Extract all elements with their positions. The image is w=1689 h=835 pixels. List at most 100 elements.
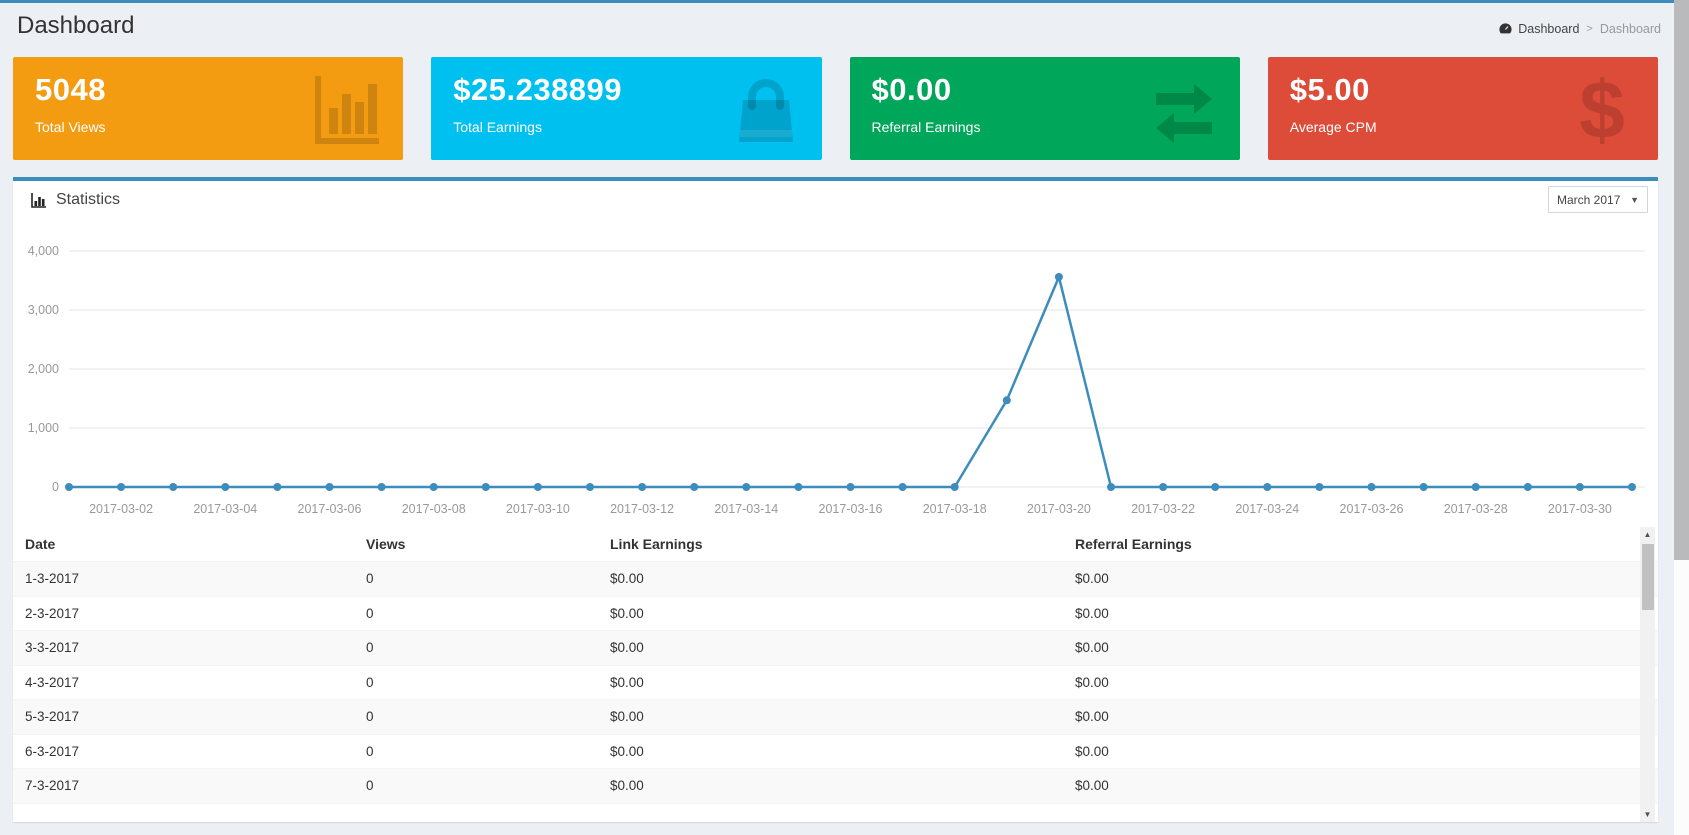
data-point: [1054, 272, 1063, 281]
page-title: Dashboard: [17, 12, 135, 39]
table-cell: $0.00: [610, 640, 644, 656]
page-scrollbar-thumb[interactable]: [1674, 0, 1689, 560]
views-line-chart: 0 1,000 2,000 3,000 4,000 2017-03-02 2017-03-0…: [13, 221, 1658, 524]
statistics-panel-header: Statistics March 2017 ▼: [13, 181, 1658, 219]
y-axis-tick-label: 3,000: [28, 303, 59, 317]
stat-card-total-views: 5048 Total Views: [13, 57, 404, 160]
scroll-down-icon[interactable]: ▼: [1643, 810, 1652, 819]
stat-label: Total Earnings: [453, 119, 542, 135]
data-point: [273, 483, 282, 491]
table-cell: $0.00: [610, 743, 644, 759]
table-cell: 0: [366, 640, 374, 656]
table-cell: $0.00: [610, 605, 644, 621]
data-point: [429, 483, 438, 491]
table-row: 6-3-2017 0 $0.00 $0.00: [13, 735, 1658, 769]
dashboard-gauge-icon: [1498, 21, 1513, 36]
line-chart-svg: 0 1,000 2,000 3,000 4,000 2017-03-02 2017-03-0…: [28, 244, 1645, 516]
table-cell: $0.00: [1075, 640, 1109, 656]
table-cell: $0.00: [1075, 674, 1109, 690]
x-axis-tick-label: 2017-03-04: [193, 502, 257, 516]
table-scrollbar[interactable]: ▲ ▼: [1640, 527, 1655, 822]
table-cell: 6-3-2017: [25, 743, 80, 759]
table-header-row: Date Views Link Earnings Referral Earnings: [13, 526, 1658, 562]
y-axis-tick-label: 2,000: [28, 362, 59, 376]
x-axis-tick-label: 2017-03-12: [610, 502, 674, 516]
data-point: [221, 483, 230, 491]
table-cell: $0.00: [610, 778, 644, 794]
stat-value: $25.238899: [453, 72, 623, 107]
x-axis-tick-label: 2017-03-28: [1444, 502, 1508, 516]
stat-value: $0.00: [871, 72, 952, 107]
breadcrumb-separator: >: [1586, 22, 1593, 35]
x-axis-tick-label: 2017-03-06: [298, 502, 362, 516]
y-axis-tick-label: 0: [52, 480, 59, 494]
stat-label: Total Views: [35, 119, 106, 135]
breadcrumb-home-link[interactable]: Dashboard: [1498, 21, 1579, 36]
x-axis-tick-label: 2017-03-20: [1027, 502, 1091, 516]
data-point: [1575, 483, 1584, 491]
data-point: [638, 483, 647, 491]
data-point: [169, 483, 178, 491]
table-cell: $0.00: [1075, 778, 1109, 794]
table-row: 5-3-2017 0 $0.00 $0.00: [13, 700, 1658, 735]
data-point: [1211, 483, 1220, 491]
table-cell: 0: [366, 709, 374, 725]
data-point: [846, 483, 855, 491]
table-row: 1-3-2017 0 $0.00 $0.00: [13, 562, 1658, 597]
statistics-panel: Statistics March 2017 ▼ 0 1,000 2,000 3,000…: [13, 177, 1658, 822]
column-header: Date: [25, 535, 56, 552]
data-point: [586, 483, 594, 491]
table-cell: 0: [366, 674, 374, 690]
table-cell: $0.00: [1075, 605, 1109, 621]
data-point: [117, 483, 126, 491]
month-select[interactable]: March 2017 ▼: [1548, 186, 1648, 213]
data-point: [1419, 483, 1428, 491]
data-point: [1367, 483, 1376, 491]
breadcrumb-current: Dashboard: [1599, 21, 1661, 36]
statistics-title-label: Statistics: [56, 191, 121, 208]
data-point: [950, 483, 959, 491]
breadcrumb: Dashboard > Dashboard: [1498, 21, 1661, 36]
stat-card-total-earnings: $25.238899 Total Earnings: [431, 57, 822, 160]
stat-value: 5048: [35, 72, 106, 107]
table-cell: 7-3-2017: [25, 778, 80, 794]
x-axis-tick-label: 2017-03-08: [402, 502, 466, 516]
scroll-up-icon[interactable]: ▲: [1643, 530, 1652, 539]
page-scrollbar[interactable]: [1674, 0, 1689, 835]
x-axis-tick-label: 2017-03-02: [89, 502, 153, 516]
x-axis-tick-label: 2017-03-30: [1548, 502, 1612, 516]
stat-card-average-cpm: $5.00 Average CPM $: [1267, 57, 1658, 160]
table-cell: 3-3-2017: [25, 640, 80, 656]
table-cell: 0: [366, 605, 374, 621]
data-point: [1628, 483, 1636, 491]
table-cell: 1-3-2017: [25, 571, 80, 587]
data-point: [481, 483, 490, 491]
x-axis-tick-label: 2017-03-22: [1131, 502, 1195, 516]
stat-label: Average CPM: [1289, 119, 1377, 135]
table-cell: 0: [366, 571, 374, 587]
data-point: [1523, 483, 1532, 491]
table-cell: $0.00: [610, 674, 644, 690]
data-point: [1263, 483, 1272, 491]
data-point: [794, 483, 803, 491]
table-row: 2-3-2017 0 $0.00 $0.00: [13, 597, 1658, 631]
bar-chart-icon: [307, 70, 387, 150]
column-header: Referral Earnings: [1075, 535, 1192, 552]
data-point: [1471, 483, 1480, 491]
data-point: [1002, 396, 1011, 405]
stat-value: $5.00: [1289, 72, 1370, 107]
table-cell: 5-3-2017: [25, 709, 80, 725]
table-cell: 0: [366, 743, 374, 759]
x-axis-tick-label: 2017-03-14: [714, 502, 778, 516]
top-accent-bar: [0, 0, 1674, 3]
month-select-value: March 2017: [1557, 192, 1621, 207]
statistics-panel-title: Statistics: [30, 191, 120, 209]
x-axis-tick-label: 2017-03-18: [923, 502, 987, 516]
column-header: Link Earnings: [610, 535, 703, 552]
data-point: [1315, 483, 1324, 491]
dollar-icon: $: [1562, 65, 1642, 156]
table-body: 1-3-2017 0 $0.00 $0.00 2-3-2017 0 $0.00 $0.00 3-…: [13, 562, 1658, 804]
table-cell: 4-3-2017: [25, 674, 80, 690]
stat-card-referral-earnings: $0.00 Referral Earnings: [849, 57, 1240, 160]
table-scrollbar-thumb[interactable]: [1641, 544, 1654, 610]
